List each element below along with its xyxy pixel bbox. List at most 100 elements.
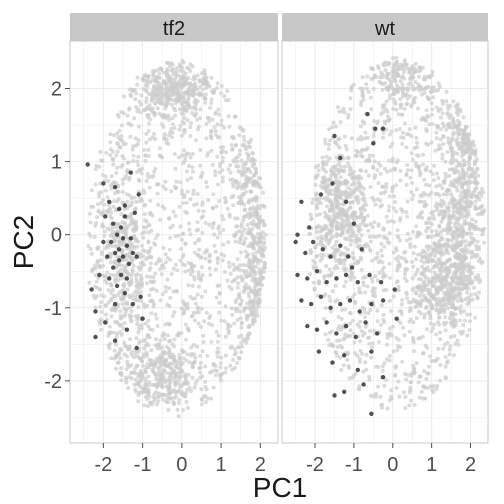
background-point — [215, 256, 220, 260]
background-point — [447, 282, 452, 287]
background-point — [221, 228, 226, 232]
background-point — [428, 313, 433, 318]
background-point — [206, 151, 211, 155]
background-point — [473, 176, 478, 181]
background-point — [215, 339, 220, 344]
background-point — [179, 306, 184, 311]
background-point — [178, 374, 183, 379]
background-point — [154, 337, 158, 342]
background-point — [401, 86, 406, 91]
background-point — [188, 155, 193, 160]
background-point — [206, 321, 211, 326]
background-point — [159, 373, 164, 378]
background-point — [469, 231, 474, 236]
background-point — [135, 109, 140, 114]
background-point — [149, 311, 154, 316]
background-point — [134, 105, 138, 109]
background-point — [129, 309, 134, 314]
background-point — [120, 189, 125, 194]
background-point — [199, 402, 204, 407]
background-point — [391, 349, 396, 354]
background-point — [231, 262, 236, 267]
background-point — [414, 257, 419, 262]
background-point — [261, 190, 265, 195]
background-point — [217, 300, 222, 305]
background-point — [392, 166, 397, 171]
background-point — [427, 220, 432, 225]
background-point — [135, 354, 140, 359]
background-point — [380, 82, 385, 87]
background-point — [153, 137, 158, 141]
highlight-point — [347, 298, 353, 303]
background-point — [98, 149, 103, 154]
background-point — [182, 128, 187, 133]
background-point — [152, 131, 157, 136]
background-point — [168, 225, 173, 230]
background-point — [111, 149, 115, 154]
background-point — [375, 255, 380, 260]
background-point — [477, 280, 482, 285]
background-point — [250, 275, 255, 279]
background-point — [214, 86, 219, 91]
background-point — [175, 289, 179, 294]
background-point — [202, 319, 207, 324]
background-point — [455, 251, 460, 256]
highlight-point — [310, 239, 316, 245]
highlight-point — [130, 301, 135, 307]
background-point — [353, 301, 357, 306]
background-point — [331, 120, 336, 125]
background-point — [316, 168, 321, 173]
background-point — [174, 359, 179, 364]
background-point — [452, 323, 457, 328]
background-point — [159, 66, 164, 71]
background-point — [422, 267, 427, 272]
background-point — [324, 264, 329, 268]
background-point — [403, 406, 408, 410]
background-point — [471, 170, 476, 175]
background-point — [383, 121, 387, 126]
background-point — [374, 364, 379, 369]
background-point — [178, 385, 183, 390]
background-point — [180, 58, 185, 63]
background-point — [463, 125, 468, 130]
background-point — [324, 169, 328, 174]
background-point — [109, 174, 114, 178]
background-point — [125, 300, 130, 305]
background-point — [180, 120, 185, 124]
background-point — [125, 246, 130, 251]
background-point — [451, 126, 455, 130]
background-point — [177, 397, 181, 402]
background-point — [416, 153, 421, 158]
background-point — [409, 72, 414, 77]
background-point — [161, 246, 166, 251]
background-point — [330, 245, 335, 250]
background-point — [426, 279, 431, 284]
background-point — [205, 184, 210, 189]
background-point — [151, 275, 156, 280]
highlight-point — [114, 232, 120, 237]
background-point — [341, 337, 346, 342]
background-point — [147, 185, 152, 190]
background-point — [447, 167, 452, 172]
background-point — [205, 353, 210, 358]
background-point — [254, 299, 259, 304]
highlight-point — [97, 272, 102, 278]
background-point — [250, 156, 255, 161]
background-point — [135, 159, 140, 164]
background-point — [239, 250, 243, 255]
background-point — [214, 373, 218, 378]
background-point — [237, 309, 242, 314]
highlight-point — [380, 126, 386, 131]
background-point — [429, 112, 434, 117]
background-point — [398, 79, 403, 84]
background-point — [146, 230, 151, 235]
background-point — [127, 293, 131, 298]
background-point — [238, 302, 243, 307]
background-point — [119, 123, 124, 128]
background-point — [256, 225, 261, 230]
background-point — [122, 314, 127, 319]
background-point — [346, 155, 351, 160]
background-point — [200, 349, 205, 354]
background-point — [250, 227, 255, 232]
background-point — [393, 200, 397, 204]
